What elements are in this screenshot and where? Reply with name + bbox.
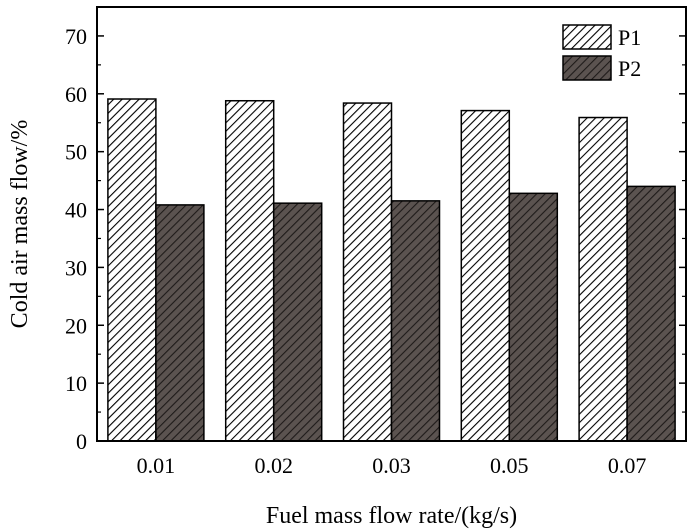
legend-label-p2: P2 bbox=[618, 56, 641, 81]
bar-p2-0.05 bbox=[508, 192, 559, 442]
y-tick-label: 30 bbox=[65, 255, 87, 280]
y-tick-label: 10 bbox=[65, 371, 87, 396]
y-tick-label: 40 bbox=[65, 198, 87, 223]
bar-p1-0.02 bbox=[224, 99, 275, 442]
x-tick-label: 0.03 bbox=[372, 453, 411, 478]
legend-swatch-p1 bbox=[562, 24, 612, 50]
bar-p2-0.02 bbox=[272, 202, 323, 442]
x-axis-ticks: 0.01 0.02 0.03 0.05 0.07 bbox=[137, 434, 647, 478]
x-tick-label: 0.02 bbox=[254, 453, 293, 478]
x-axis-title: Fuel mass flow rate/(kg/s) bbox=[266, 503, 517, 529]
y-tick-label: 70 bbox=[65, 24, 87, 49]
y-axis-title: Cold air mass flow/% bbox=[7, 120, 33, 329]
y-axis-ticks: 0 10 20 30 40 50 60 70 bbox=[65, 24, 686, 454]
bar-p2-0.01 bbox=[155, 204, 205, 442]
x-tick-label: 0.07 bbox=[608, 453, 647, 478]
y-tick-label: 20 bbox=[65, 313, 87, 338]
legend-label-p1: P1 bbox=[618, 25, 641, 50]
plot-frame bbox=[96, 6, 687, 442]
bars-layer bbox=[107, 98, 676, 442]
bar-p2-0.03 bbox=[390, 200, 441, 442]
legend-swatch-p2 bbox=[562, 55, 612, 81]
y-tick-label: 60 bbox=[65, 82, 87, 107]
x-tick-label: 0.05 bbox=[490, 453, 529, 478]
bar-p1-0.03 bbox=[342, 102, 393, 442]
x-tick-label: 0.01 bbox=[137, 453, 176, 478]
y-tick-label: 0 bbox=[76, 429, 87, 454]
y-tick-label: 50 bbox=[65, 140, 87, 165]
bar-p1-0.01 bbox=[107, 98, 157, 442]
bar-p1-0.05 bbox=[460, 109, 511, 442]
bar-p1-0.07 bbox=[578, 116, 628, 442]
bar-p2-0.07 bbox=[626, 185, 676, 442]
